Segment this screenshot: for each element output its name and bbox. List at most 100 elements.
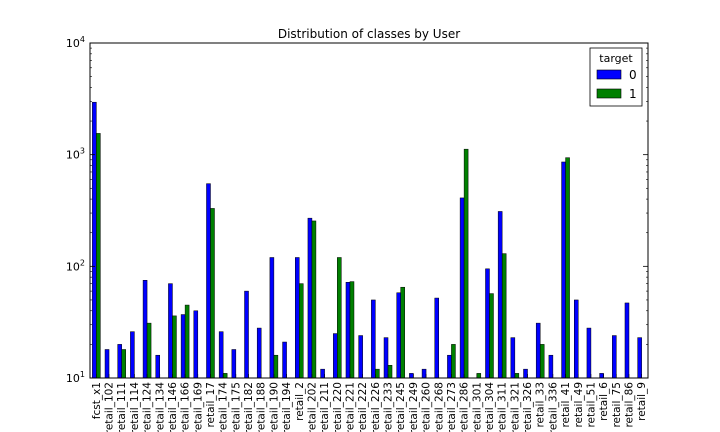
bar-retail_221-series-1 [349,281,355,379]
bar-retail_311-series-1 [501,253,507,379]
x-tick-label-retail_2: retail_2 [294,382,306,421]
bar-retail_51-series-0 [586,327,592,379]
bar-retail_220-series-1 [337,257,342,379]
bar-retail_33-series-1 [539,344,545,379]
bar-retail_273-series-1 [451,344,456,379]
bar-retail_49-series-0 [574,299,579,379]
x-tick-label-retail_146: retail_146 [167,382,179,432]
bar-retail_321-series-0 [510,337,516,379]
bar-retail_17-series-0 [206,183,211,379]
bar-retail_249-series-0 [409,373,414,379]
bar-retail_75-series-0 [612,335,617,379]
x-tick-label-retail_249: retail_249 [408,382,420,432]
x-tick-label-retail_17: retail_17 [205,382,217,428]
bar-retail_41-series-0 [561,161,566,379]
x-tick-label-retail_114: retail_114 [129,382,141,432]
x-tick-label-fcst_x1: fcst_x1 [91,382,103,419]
x-tick-label-retail_311: retail_311 [497,382,509,432]
x-tick-label-retail_202: retail_202 [306,382,318,432]
x-tick-label-retail_268: retail_268 [433,382,445,432]
x-tick-label-retail_190: retail_190 [268,382,280,432]
bar-retail_124-series-0 [142,280,148,379]
bar-retail_321-series-1 [514,373,520,379]
bar-retail_188-series-0 [256,327,262,379]
bars-group [92,101,642,379]
legend-label-0: 0 [629,68,637,82]
bar-retail_202-series-1 [311,220,317,379]
x-tick-label-retail_220: retail_220 [332,382,344,432]
bar-retail_111-series-1 [121,349,126,379]
x-tick-label-retail_286: retail_286 [459,382,471,432]
x-tick-label-retail_6: retail_6 [598,382,610,421]
bar-retail_226-series-0 [371,299,376,379]
x-tick-label-retail_49: retail_49 [573,382,585,428]
y-axis-ticks: 101 102 103 104 [66,35,648,385]
bar-retail_102-series-0 [104,349,110,379]
bar-retail_245-series-1 [400,286,405,379]
x-tick-label-retail_9: retail_9 [636,382,648,421]
x-tick-label-retail_260: retail_260 [421,382,433,432]
x-tick-label-retail_326: retail_326 [522,382,534,432]
bar-retail_211-series-0 [320,368,325,379]
bar-retail_194-series-0 [282,341,287,379]
bar-retail_233-series-0 [383,337,389,379]
bar-retail_220-series-0 [333,333,338,379]
bar-retail_111-series-0 [117,344,122,379]
bar-retail_41-series-1 [565,157,570,379]
y-tick-label: 104 [66,35,85,50]
bar-retail_6-series-0 [599,373,604,379]
bar-retail_174-series-1 [222,373,228,379]
bar-retail_221-series-0 [345,282,351,379]
x-axis-ticks: fcst_x1 retail_102 retail_111 retail_114 ret… [91,374,648,432]
bar-fcst_x1-series-0 [92,101,97,379]
x-tick-label-retail_174: retail_174 [218,382,230,432]
bar-retail_233-series-1 [387,365,393,379]
y-tick-label: 103 [66,147,85,162]
bar-retail_260-series-0 [421,368,427,379]
x-tick-label-retail_226: retail_226 [370,382,382,432]
bar-retail_175-series-0 [231,349,237,379]
bar-retail_134-series-0 [155,354,160,379]
bar-retail_286-series-1 [463,148,469,379]
x-tick-label-retail_41: retail_41 [560,382,572,428]
x-tick-label-retail_273: retail_273 [446,382,458,432]
bar-retail_166-series-0 [180,314,186,379]
bar-retail_9-series-0 [637,337,642,379]
x-tick-label-retail_194: retail_194 [281,382,293,432]
x-tick-label-retail_233: retail_233 [383,382,395,432]
bar-retail_146-series-0 [168,283,173,379]
bar-fcst_x1-series-1 [96,133,101,379]
bar-retail_273-series-0 [447,354,452,379]
bar-retail_166-series-1 [184,304,190,379]
x-tick-label-retail_111: retail_111 [116,382,128,432]
x-tick-label-retail_51: retail_51 [585,382,597,428]
x-tick-label-retail_188: retail_188 [256,382,268,432]
bar-retail_304-series-1 [489,293,494,379]
x-tick-label-retail_102: retail_102 [104,382,116,432]
bar-retail_202-series-0 [307,217,313,379]
bar-retail_311-series-0 [497,211,503,379]
bar-retail_336-series-0 [548,354,554,379]
legend-title: target [599,52,633,65]
x-tick-label-retail_166: retail_166 [180,382,192,432]
bar-retail_190-series-0 [269,257,275,379]
x-tick-label-retail_301: retail_301 [471,382,483,432]
legend-swatch-1 [596,88,622,99]
bar-retail_169-series-0 [193,310,199,379]
x-tick-label-retail_175: retail_175 [230,382,242,432]
chart-title: Distribution of classes by User [278,27,460,41]
bar-retail_190-series-1 [273,354,279,379]
bar-retail_301-series-1 [476,373,482,379]
bar-retail_326-series-0 [523,368,528,379]
x-tick-label-retail_245: retail_245 [395,382,407,432]
x-tick-label-retail_134: retail_134 [154,382,166,432]
bar-retail_268-series-0 [434,297,439,379]
bar-retail_146-series-1 [172,315,177,379]
bar-retail_124-series-1 [146,322,152,379]
bar-retail_2-series-0 [295,257,300,379]
legend-swatch-0 [596,69,622,80]
x-tick-label-retail_221: retail_221 [344,382,356,432]
x-tick-label-retail_124: retail_124 [142,382,154,432]
y-tick-label: 101 [66,370,85,385]
